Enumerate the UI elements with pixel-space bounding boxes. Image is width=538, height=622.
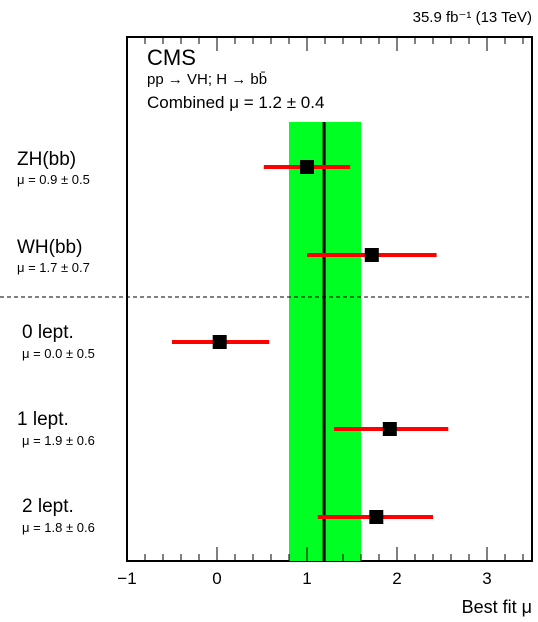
category-result: μ = 0.0 ± 0.5 (22, 346, 95, 361)
process-label: pp → VH; H → bb̄ (147, 71, 267, 88)
category-result: μ = 1.9 ± 0.6 (22, 433, 95, 448)
x-tick-label: 0 (212, 569, 221, 588)
x-tick-label: 2 (392, 569, 401, 588)
category-name: 0 lept. (22, 322, 74, 343)
category-result: μ = 1.8 ± 0.6 (22, 520, 95, 535)
data-point-marker (300, 160, 314, 174)
data-point-marker (369, 510, 384, 524)
category-name: 1 lept. (17, 409, 69, 430)
x-tick-label: 3 (482, 569, 491, 588)
data-point-marker (382, 422, 397, 436)
category-name: ZH(bb) (17, 149, 76, 170)
x-tick-label: −1 (117, 569, 136, 588)
data-point-marker (212, 335, 227, 349)
combined-label: Combined μ = 1.2 ± 0.4 (147, 93, 324, 112)
category-name: WH(bb) (17, 237, 82, 258)
data-point-marker (364, 248, 379, 262)
category-name: 2 lept. (22, 496, 74, 517)
lumi-label: 35.9 fb⁻¹ (13 TeV) (413, 9, 532, 26)
x-tick-label: 1 (302, 569, 311, 588)
category-result: μ = 0.9 ± 0.5 (17, 172, 90, 187)
x-axis-label: Best fit μ (462, 597, 532, 617)
category-result: μ = 1.7 ± 0.7 (17, 260, 90, 275)
experiment-label: CMS (147, 45, 196, 70)
